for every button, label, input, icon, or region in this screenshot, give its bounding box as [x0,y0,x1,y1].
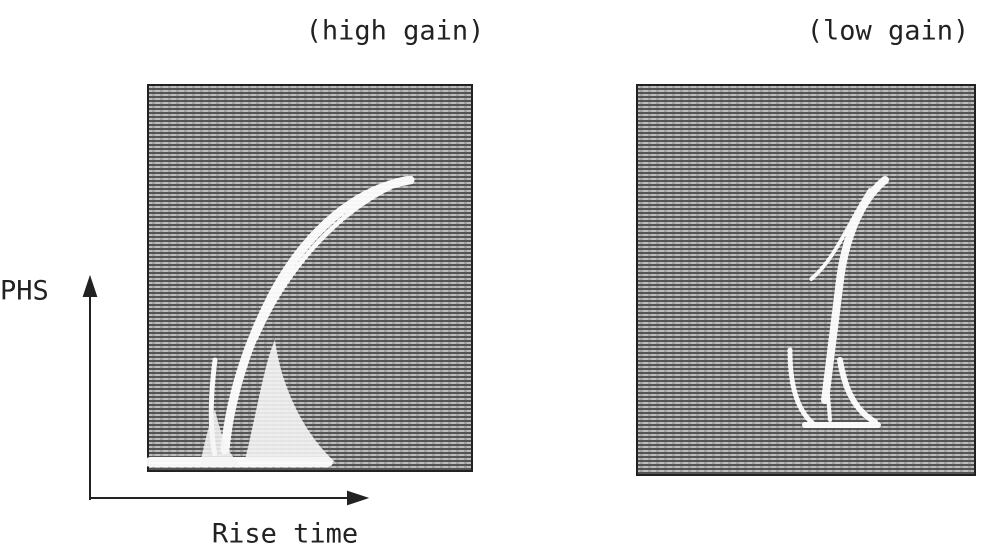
page: (high gain) (low gain) PHS Rise ti [0,0,981,552]
panel-title: (high gain) [306,16,485,47]
scatter-image-high-gain [148,85,472,471]
y-axis-label: PHS [0,276,49,307]
figure: (high gain) (low gain) PHS Rise ti [0,0,981,552]
x-axis-label: Rise time [212,519,358,550]
panel-title: (low gain) [807,16,970,47]
scatter-image-low-gain [637,85,975,475]
